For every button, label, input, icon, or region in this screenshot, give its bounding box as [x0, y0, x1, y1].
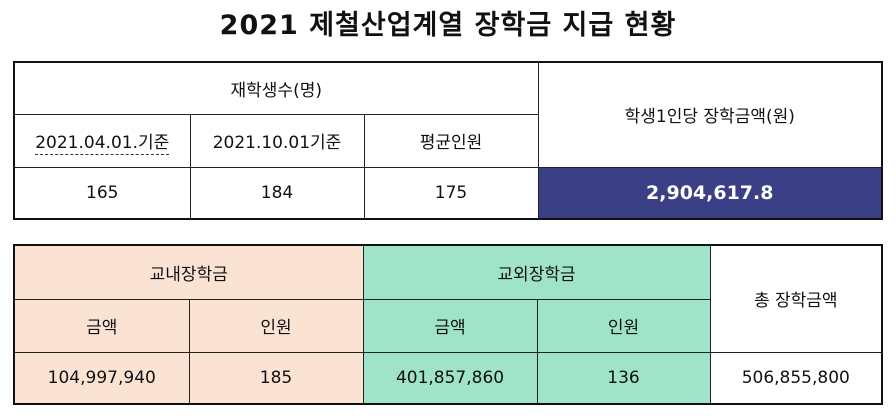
external-count-header: 인원	[536, 298, 711, 353]
october-count-value: 184	[189, 166, 365, 220]
page-title: 2021 제철산업계열 장학금 지급 현황	[219, 10, 677, 41]
internal-scholarship-header: 교내장학금	[13, 244, 364, 300]
enrollment-summary-table: 재학생수(명) 학생1인당 장학금액(원) 2021.04.01.기준 2021…	[13, 61, 884, 220]
external-count-value: 136	[536, 351, 711, 405]
total-scholarship-header: 총 장학금액	[709, 244, 883, 353]
internal-amount-header: 금액	[13, 298, 190, 353]
external-amount-value: 401,857,860	[362, 351, 538, 405]
internal-count-value: 185	[188, 351, 364, 405]
scholarship-amount-table: 교내장학금 교외장학금 총 장학금액 금액 인원 금액 인원 104,997,9…	[13, 244, 884, 405]
external-scholarship-header: 교외장학금	[362, 244, 711, 300]
april-basis-header: 2021.04.01.기준	[13, 113, 191, 168]
per-student-amount-header: 학생1인당 장학금액(원)	[537, 61, 883, 168]
october-basis-header: 2021.10.01기준	[189, 113, 365, 168]
enrolled-students-header: 재학생수(명)	[13, 61, 539, 115]
april-basis-label: 2021.04.01.기준	[35, 133, 170, 155]
per-student-amount-value: 2,904,617.8	[537, 166, 883, 220]
average-count-value: 175	[363, 166, 539, 220]
total-amount-value: 506,855,800	[709, 351, 883, 405]
internal-amount-value: 104,997,940	[13, 351, 190, 405]
internal-count-header: 인원	[188, 298, 364, 353]
average-count-header: 평균인원	[363, 113, 539, 168]
external-amount-header: 금액	[362, 298, 538, 353]
april-count-value: 165	[13, 166, 191, 220]
